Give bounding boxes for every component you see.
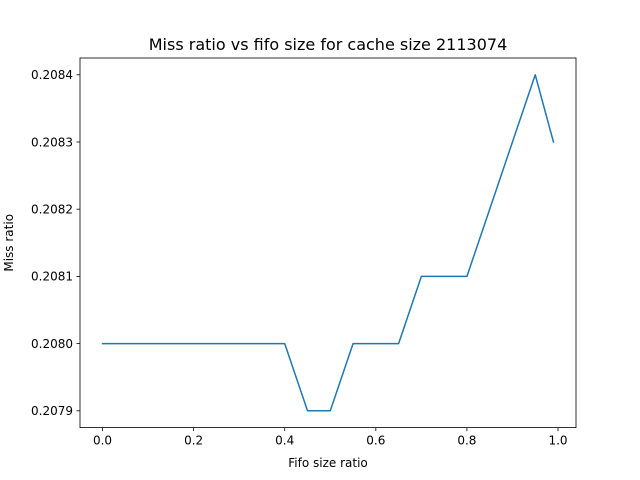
y-axis-label: Miss ratio xyxy=(2,214,16,272)
plot-frame xyxy=(79,57,577,429)
x-tick-label: 0.2 xyxy=(184,434,203,448)
plot-area xyxy=(80,58,576,428)
y-tick-label: 0.2081 xyxy=(31,270,73,284)
x-axis-label: Fifo size ratio xyxy=(288,456,368,470)
series-layer xyxy=(101,74,555,412)
x-tick-label: 1.0 xyxy=(548,434,567,448)
chart-title: Miss ratio vs fifo size for cache size 2… xyxy=(149,35,508,54)
y-tick-label: 0.2082 xyxy=(31,203,73,217)
y-tick-label: 0.2084 xyxy=(31,68,73,82)
y-tick-label: 0.2080 xyxy=(31,337,73,351)
series-line-0 xyxy=(101,74,555,412)
y-axis: 0.2079 0.2080 0.2081 0.2082 0.2083 0.2084 xyxy=(31,68,80,418)
x-tick-label: 0.0 xyxy=(93,434,112,448)
y-tick-label: 0.2083 xyxy=(31,135,73,149)
x-tick-label: 0.4 xyxy=(275,434,294,448)
y-tick-label: 0.2079 xyxy=(31,404,73,418)
x-tick-label: 0.8 xyxy=(457,434,476,448)
x-tick-label: 0.6 xyxy=(366,434,385,448)
x-axis: 0.0 0.2 0.4 0.6 0.8 1.0 xyxy=(93,427,568,448)
